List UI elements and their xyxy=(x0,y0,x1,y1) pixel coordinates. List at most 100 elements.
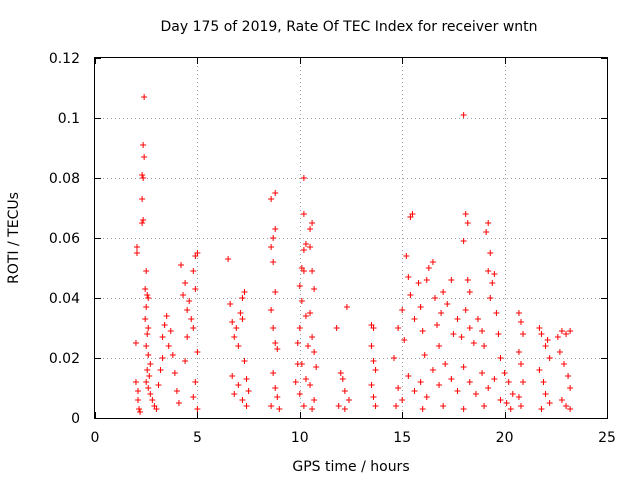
data-point xyxy=(140,175,147,181)
data-point xyxy=(157,367,164,373)
data-point xyxy=(425,265,432,271)
data-point xyxy=(495,331,502,337)
data-point xyxy=(132,340,139,346)
data-point xyxy=(237,310,244,316)
data-point xyxy=(491,376,498,382)
data-point xyxy=(144,331,151,337)
y-tick-label: 0.1 xyxy=(58,111,80,127)
data-point xyxy=(423,277,430,283)
data-point xyxy=(546,400,553,406)
data-point xyxy=(399,307,406,313)
data-point xyxy=(515,394,522,400)
data-point xyxy=(391,355,398,361)
data-point xyxy=(339,376,346,382)
data-point xyxy=(225,256,232,262)
data-point xyxy=(143,268,150,274)
data-point xyxy=(229,373,236,379)
data-point xyxy=(133,250,140,256)
data-point xyxy=(178,262,185,268)
data-point xyxy=(159,334,166,340)
data-point xyxy=(538,331,545,337)
data-point xyxy=(411,388,418,394)
data-point xyxy=(333,325,340,331)
data-point xyxy=(405,373,412,379)
data-point xyxy=(503,400,510,406)
data-point xyxy=(538,406,545,412)
data-point xyxy=(270,235,277,241)
data-point xyxy=(161,322,168,328)
data-point xyxy=(501,370,508,376)
data-point xyxy=(192,379,199,385)
data-point xyxy=(466,289,473,295)
data-point xyxy=(300,403,307,409)
data-point xyxy=(268,403,275,409)
data-point xyxy=(497,397,504,403)
data-point xyxy=(372,403,379,409)
data-point xyxy=(415,280,422,286)
data-point xyxy=(298,298,305,304)
data-point xyxy=(450,331,457,337)
data-point xyxy=(436,382,443,388)
data-point xyxy=(245,388,252,394)
data-point xyxy=(558,397,565,403)
data-point xyxy=(147,391,154,397)
x-tick-label: 15 xyxy=(393,430,411,446)
data-point xyxy=(171,370,178,376)
data-point xyxy=(399,397,406,403)
data-point xyxy=(184,307,191,313)
data-point xyxy=(372,367,379,373)
data-point xyxy=(302,241,309,247)
data-point xyxy=(149,397,156,403)
data-point xyxy=(194,349,201,355)
data-point xyxy=(276,406,283,412)
data-point xyxy=(464,277,471,283)
data-point xyxy=(448,277,455,283)
data-point xyxy=(370,394,377,400)
y-axis-label: ROTI / TECUs xyxy=(6,192,22,284)
data-point xyxy=(272,289,279,295)
data-point xyxy=(419,328,426,334)
data-point xyxy=(313,364,320,370)
x-tick-label: 0 xyxy=(91,430,100,446)
data-point xyxy=(487,250,494,256)
data-point xyxy=(368,343,375,349)
data-point xyxy=(304,343,311,349)
data-point xyxy=(296,325,303,331)
data-point xyxy=(411,316,418,322)
data-point xyxy=(429,367,436,373)
data-point xyxy=(515,310,522,316)
data-point xyxy=(448,376,455,382)
data-point xyxy=(493,310,500,316)
data-point xyxy=(485,220,492,226)
y-tick-label: 0.08 xyxy=(49,171,80,187)
data-point xyxy=(460,238,467,244)
data-point xyxy=(556,349,563,355)
data-point xyxy=(542,391,549,397)
data-point xyxy=(268,307,275,313)
data-point xyxy=(229,319,236,325)
data-point xyxy=(294,340,301,346)
data-point xyxy=(544,337,551,343)
data-point xyxy=(515,349,522,355)
data-point xyxy=(302,313,309,319)
data-point xyxy=(462,307,469,313)
x-tick-label: 20 xyxy=(496,430,514,446)
y-tick-label: 0.02 xyxy=(49,351,80,367)
chart-title: Day 175 of 2019, Rate Of TEC Index for r… xyxy=(160,19,537,35)
data-point xyxy=(194,406,201,412)
data-point xyxy=(466,325,473,331)
data-point xyxy=(507,406,514,412)
data-point xyxy=(368,382,375,388)
data-point xyxy=(239,295,246,301)
data-point xyxy=(341,388,348,394)
data-point xyxy=(567,385,574,391)
data-point xyxy=(243,403,250,409)
data-point xyxy=(145,352,152,358)
data-point xyxy=(145,325,152,331)
data-point xyxy=(431,295,438,301)
data-point xyxy=(274,394,281,400)
data-point xyxy=(144,367,151,373)
data-point xyxy=(401,337,408,343)
data-point xyxy=(270,259,277,265)
